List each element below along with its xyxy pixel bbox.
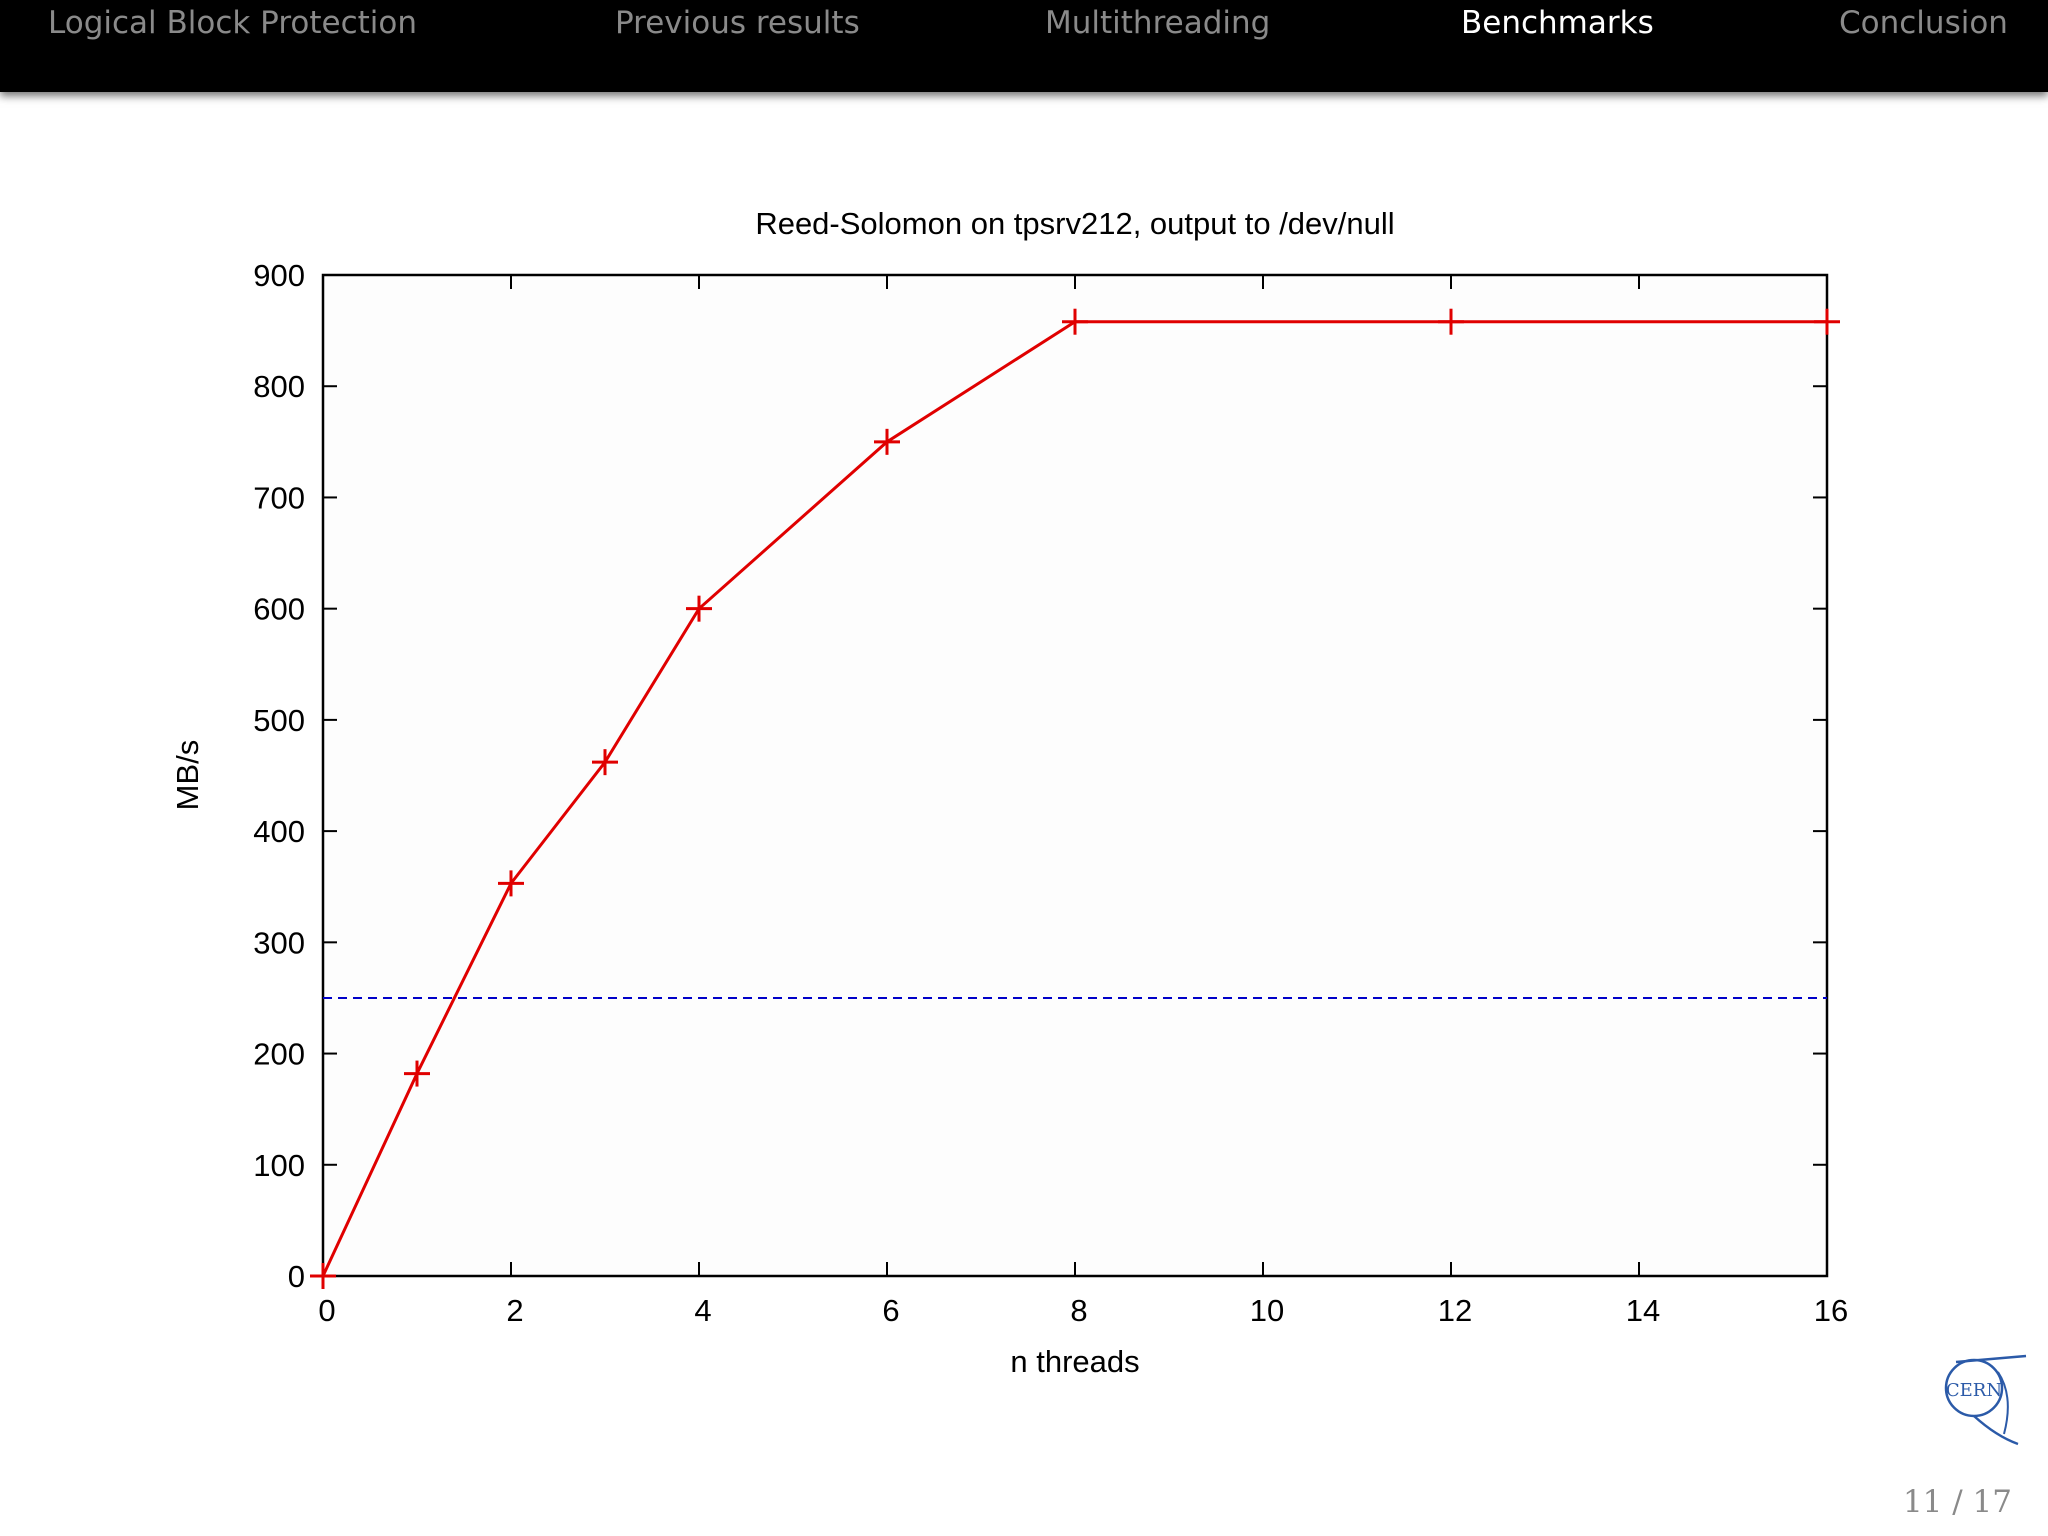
- y-tick-label: 300: [253, 925, 305, 960]
- data-point-marker: [592, 749, 618, 776]
- data-point-marker: [404, 1060, 430, 1087]
- data-point-marker: [310, 1263, 336, 1289]
- x-axis-label: n threads: [1010, 1344, 1139, 1379]
- x-tick-label: 0: [318, 1293, 335, 1328]
- nav-item-multithreading[interactable]: Multithreading: [1045, 5, 1271, 41]
- plot-frame: [321, 273, 1829, 1278]
- x-tick-label: 16: [1814, 1293, 1848, 1328]
- data-point-marker: [498, 870, 524, 897]
- nav-item-benchmarks[interactable]: Benchmarks: [1461, 5, 1654, 41]
- nav-item-conclusion[interactable]: Conclusion: [1839, 5, 2008, 41]
- data-point-marker: [874, 428, 900, 455]
- x-tick-label: 10: [1250, 1293, 1284, 1328]
- plot-area: [323, 275, 1827, 1276]
- y-tick-label: 0: [288, 1259, 305, 1294]
- x-tick-label: 2: [506, 1293, 523, 1328]
- page-number: 11 / 17: [1902, 1484, 2012, 1520]
- nav-item-logical-block-protection[interactable]: Logical Block Protection: [48, 5, 418, 41]
- data-point-marker: [686, 595, 712, 622]
- svg-text:CERN: CERN: [1946, 1380, 2002, 1401]
- navigation-bar: Logical Block Protection Previous result…: [0, 0, 2048, 92]
- y-tick-label: 800: [253, 369, 305, 404]
- chart-title: Reed-Solomon on tpsrv212, output to /dev…: [755, 206, 1394, 241]
- y-tick-label: 200: [253, 1037, 305, 1072]
- y-tick-label: 100: [253, 1148, 305, 1183]
- y-tick-label: 500: [253, 703, 305, 738]
- x-tick-label: 12: [1438, 1293, 1472, 1328]
- y-tick-label: 600: [253, 592, 305, 627]
- nav-item-previous-results[interactable]: Previous results: [615, 5, 860, 41]
- x-tick-label: 14: [1626, 1293, 1660, 1328]
- x-tick-label: 8: [1070, 1293, 1087, 1328]
- x-tick-label: 4: [694, 1293, 711, 1328]
- y-tick-label: 700: [253, 480, 305, 515]
- data-point-marker: [1062, 308, 1088, 335]
- data-point-marker: [1438, 308, 1464, 335]
- cern-logo-icon: CERN: [1938, 1352, 2034, 1448]
- data-point-marker: [1814, 308, 1840, 335]
- x-tick-label: 6: [882, 1293, 899, 1328]
- y-tick-label: 900: [253, 258, 305, 293]
- y-axis-label: MB/s: [170, 740, 205, 811]
- y-tick-label: 400: [253, 814, 305, 849]
